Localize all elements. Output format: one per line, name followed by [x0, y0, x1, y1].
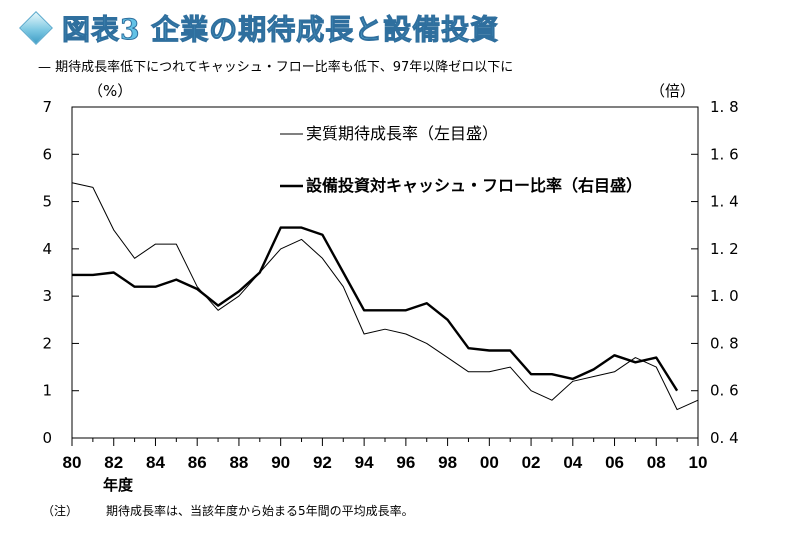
- x-tick-label: 80: [63, 453, 82, 472]
- chart-title-block: 図表3 企業の期待成長と設備投資: [18, 8, 499, 48]
- right-tick-label: 0. 4: [710, 429, 739, 447]
- x-tick-label: 82: [104, 453, 123, 472]
- right-tick-label: 1. 4: [710, 193, 739, 211]
- x-tick-label: 94: [355, 453, 374, 472]
- right-tick-label: 1. 8: [710, 98, 739, 116]
- right-tick-label: 1. 0: [710, 287, 739, 305]
- right-tick-label: 0. 6: [710, 382, 739, 400]
- x-tick-label: 10: [689, 453, 708, 472]
- x-axis-title: 年度: [103, 476, 134, 494]
- left-tick-label: 1: [42, 382, 52, 400]
- footnote: （注） 期待成長率は、当該年度から始まる5年間の平均成長率。: [42, 502, 414, 519]
- chart-subtitle: — 期待成長率低下につれてキャッシュ・フロー比率も低下、97年以降ゼロ以下に: [38, 60, 514, 75]
- right-axis-unit: （倍）: [650, 82, 696, 100]
- left-tick-label: 3: [42, 287, 52, 305]
- x-tick-label: 02: [522, 453, 541, 472]
- plot-frame: [71, 106, 699, 439]
- left-tick-label: 6: [42, 145, 52, 163]
- x-tick-label: 08: [647, 453, 666, 472]
- chart-title: 図表3 企業の期待成長と設備投資: [61, 13, 500, 47]
- x-tick-label: 86: [188, 453, 207, 472]
- left-axis-unit: （%）: [88, 82, 133, 100]
- expected-growth-line: [71, 182, 699, 411]
- right-tick-label: 1. 2: [710, 240, 739, 258]
- footnote-text: 期待成長率は、当該年度から始まる5年間の平均成長率。: [106, 504, 414, 518]
- legend-label: 設備投資対キャッシュ・フロー比率（右目盛）: [306, 176, 642, 195]
- capex-cashflow-line: [72, 226, 679, 392]
- left-tick-label: 4: [42, 240, 52, 258]
- x-tick-label: 04: [563, 453, 582, 472]
- x-tick-label: 90: [271, 453, 290, 472]
- left-tick-label: 7: [42, 98, 52, 116]
- left-tick-label: 5: [42, 193, 52, 211]
- right-tick-label: 1. 6: [710, 145, 739, 163]
- x-tick-label: 88: [229, 453, 248, 472]
- legend-label: 実質期待成長率（左目盛）: [306, 124, 498, 143]
- right-tick-label: 0. 8: [710, 334, 739, 352]
- left-tick-label: 2: [42, 334, 52, 352]
- x-tick-label: 00: [480, 453, 499, 472]
- footnote-label: （注）: [42, 504, 79, 518]
- left-tick-label: 0: [42, 429, 52, 447]
- x-tick-label: 98: [438, 453, 457, 472]
- x-tick-label: 06: [605, 453, 624, 472]
- x-tick-label: 96: [396, 453, 415, 472]
- x-tick-label: 84: [146, 453, 165, 472]
- x-tick-label: 92: [313, 453, 332, 472]
